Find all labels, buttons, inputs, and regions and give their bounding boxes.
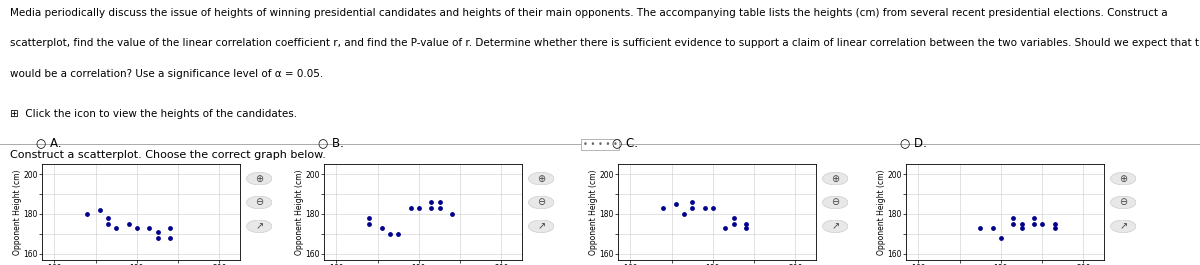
Circle shape [246, 220, 272, 233]
Y-axis label: Opponent Height (cm): Opponent Height (cm) [295, 169, 304, 255]
Point [148, 236, 167, 240]
Text: ⊖: ⊖ [1120, 197, 1127, 207]
Point [409, 206, 428, 210]
Point [1032, 222, 1051, 226]
Point [107, 226, 126, 230]
Circle shape [246, 172, 272, 185]
Text: ⊖: ⊖ [256, 197, 263, 207]
Point [715, 226, 734, 230]
Point [683, 200, 702, 204]
Point [1025, 216, 1044, 220]
Text: ⊖: ⊖ [538, 197, 545, 207]
Text: ○ C.: ○ C. [612, 137, 638, 150]
Point [98, 222, 118, 226]
Point [161, 226, 180, 230]
Circle shape [822, 196, 848, 209]
Circle shape [528, 220, 554, 233]
Point [1045, 222, 1064, 226]
Text: ↗: ↗ [256, 221, 263, 231]
Point [991, 236, 1010, 240]
Point [443, 212, 462, 216]
Point [1025, 222, 1044, 226]
Point [703, 206, 722, 210]
Text: ⊕: ⊕ [256, 174, 263, 184]
Point [360, 222, 379, 226]
Point [90, 208, 109, 212]
Text: scatterplot, find the value of the linear correlation coefficient r, and find th: scatterplot, find the value of the linea… [10, 38, 1200, 48]
Point [127, 226, 146, 230]
Point [78, 212, 97, 216]
Point [983, 226, 1002, 230]
Point [1045, 226, 1064, 230]
Circle shape [528, 196, 554, 209]
Y-axis label: Opponent Height (cm): Opponent Height (cm) [589, 169, 598, 255]
Circle shape [1110, 220, 1136, 233]
Point [380, 232, 400, 236]
Point [1003, 216, 1022, 220]
Text: ⊞  Click the icon to view the heights of the candidates.: ⊞ Click the icon to view the heights of … [10, 109, 296, 118]
Point [360, 216, 379, 220]
Point [683, 206, 702, 210]
Point [1003, 222, 1022, 226]
Point [389, 232, 408, 236]
Text: ⊕: ⊕ [538, 174, 545, 184]
Circle shape [246, 196, 272, 209]
Text: Media periodically discuss the issue of heights of winning presidential candidat: Media periodically discuss the issue of … [10, 8, 1168, 18]
Circle shape [822, 172, 848, 185]
Point [737, 226, 756, 230]
Point [401, 206, 420, 210]
Circle shape [528, 172, 554, 185]
Text: ⊕: ⊕ [832, 174, 839, 184]
Point [161, 236, 180, 240]
Text: ○ B.: ○ B. [318, 137, 344, 150]
Point [971, 226, 990, 230]
Point [724, 216, 743, 220]
Text: ↗: ↗ [832, 221, 839, 231]
Circle shape [1110, 172, 1136, 185]
Point [737, 222, 756, 226]
Text: ↗: ↗ [1120, 221, 1127, 231]
Point [430, 206, 449, 210]
Text: ○ D.: ○ D. [900, 137, 926, 150]
Point [666, 202, 685, 206]
Point [139, 226, 158, 230]
Text: ⊕: ⊕ [1120, 174, 1127, 184]
Circle shape [1110, 196, 1136, 209]
Point [654, 206, 673, 210]
Y-axis label: Opponent Height (cm): Opponent Height (cm) [13, 169, 22, 255]
Text: would be a correlation? Use a significance level of α = 0.05.: would be a correlation? Use a significan… [10, 69, 323, 79]
Text: ↗: ↗ [538, 221, 545, 231]
Point [695, 206, 714, 210]
Point [1012, 222, 1031, 226]
Text: Construct a scatterplot. Choose the correct graph below.: Construct a scatterplot. Choose the corr… [10, 150, 325, 160]
Point [674, 212, 694, 216]
Text: • • • • •: • • • • • [582, 140, 618, 149]
Point [1012, 226, 1031, 230]
Point [421, 206, 440, 210]
Point [148, 230, 167, 234]
Point [421, 200, 440, 204]
Text: ○ A.: ○ A. [36, 137, 61, 150]
Point [98, 216, 118, 220]
Point [430, 200, 449, 204]
Y-axis label: Opponent Height (cm): Opponent Height (cm) [877, 169, 886, 255]
Circle shape [822, 220, 848, 233]
Point [724, 222, 743, 226]
Point [119, 222, 138, 226]
Point [372, 226, 391, 230]
Text: ⊖: ⊖ [832, 197, 839, 207]
